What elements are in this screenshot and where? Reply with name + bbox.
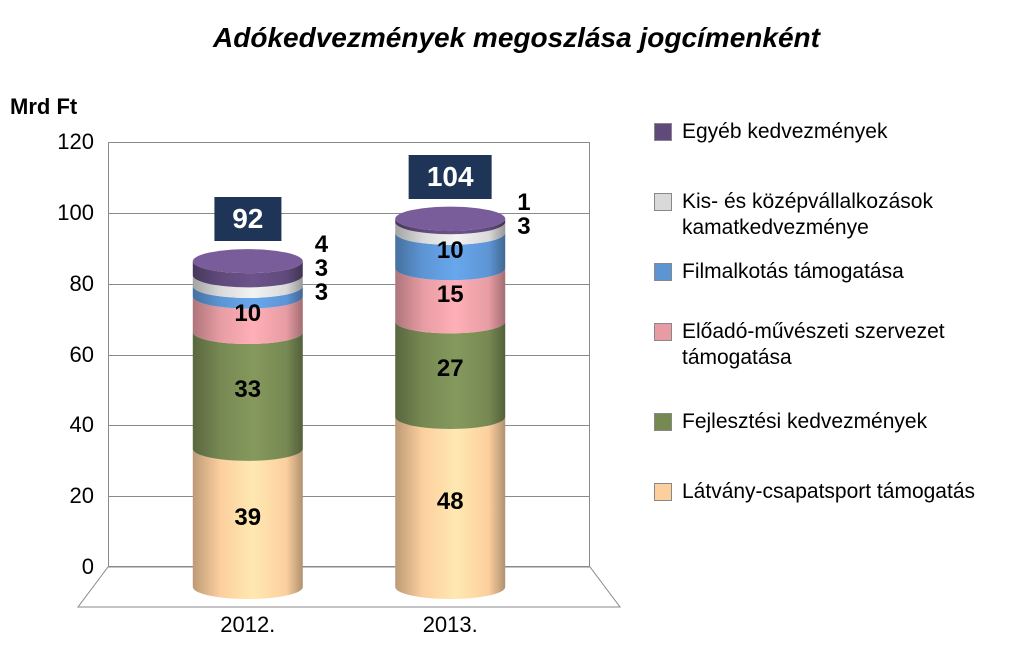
bar-total-label: 104 — [409, 155, 492, 199]
legend-item: Fejlesztési kedvezmények — [654, 409, 1014, 435]
y-tick-label: 120 — [57, 129, 94, 155]
legend-label: Kis- és középvállalkozások kamatkedvezmé… — [682, 189, 1014, 242]
bar-total-label: 92 — [214, 197, 281, 241]
legend-swatch — [654, 123, 672, 141]
segment-value-label: 15 — [437, 281, 464, 309]
y-tick-label: 100 — [57, 200, 94, 226]
y-tick-label: 20 — [70, 483, 94, 509]
legend-item: Filmalkotás támogatása — [654, 259, 1014, 285]
legend-swatch — [654, 483, 672, 501]
segment-value-label: 27 — [437, 355, 464, 383]
legend-swatch — [654, 413, 672, 431]
legend-item: Kis- és középvállalkozások kamatkedvezmé… — [654, 189, 1014, 242]
y-tick-label: 40 — [70, 412, 94, 438]
legend-item: Látvány-csapatsport támogatás — [654, 479, 1014, 505]
segment-value-label: 3 — [517, 213, 530, 241]
legend-swatch — [654, 323, 672, 341]
bar-top-cap — [193, 249, 303, 273]
segment-value-label: 3 — [315, 279, 328, 307]
y-tick-label: 60 — [70, 342, 94, 368]
legend-item: Egyéb kedvezmények — [654, 119, 1014, 145]
plot-area: 0204060801001202012.2013.393310433924827… — [108, 142, 590, 567]
segment-value-label: 33 — [234, 376, 261, 404]
chart-title: Adókedvezmények megoszlása jogcímenként — [4, 22, 1029, 54]
segment-value-label: 10 — [437, 237, 464, 265]
y-axis-title: Mrd Ft — [10, 94, 77, 120]
legend-label: Látvány-csapatsport támogatás — [682, 479, 975, 505]
y-tick-label: 80 — [70, 271, 94, 297]
legend-item: Előadó-művészeti szervezet támogatása — [654, 319, 1014, 372]
segment-value-label: 48 — [437, 488, 464, 516]
legend-swatch — [654, 263, 672, 281]
chart-frame: Adókedvezmények megoszlása jogcímenként … — [4, 4, 1029, 645]
bar-top-cap — [395, 207, 505, 231]
legend-label: Fejlesztési kedvezmények — [682, 409, 927, 435]
legend-label: Előadó-művészeti szervezet támogatása — [682, 319, 1014, 372]
segment-value-label: 10 — [234, 300, 261, 328]
legend-label: Filmalkotás támogatása — [682, 259, 904, 285]
segment-value-label: 39 — [234, 504, 261, 532]
legend-label: Egyéb kedvezmények — [682, 119, 887, 145]
legend-swatch — [654, 193, 672, 211]
